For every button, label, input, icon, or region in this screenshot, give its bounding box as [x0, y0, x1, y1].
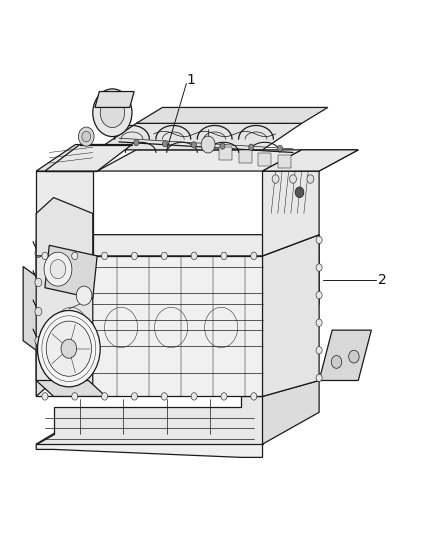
Circle shape	[221, 393, 227, 400]
Polygon shape	[36, 397, 262, 444]
Polygon shape	[97, 123, 302, 150]
Polygon shape	[262, 235, 319, 397]
Polygon shape	[45, 245, 97, 298]
Circle shape	[76, 286, 92, 305]
Polygon shape	[45, 144, 132, 171]
Polygon shape	[95, 92, 134, 108]
Circle shape	[331, 356, 342, 368]
Text: 1: 1	[186, 73, 195, 87]
Polygon shape	[36, 240, 93, 397]
Polygon shape	[262, 171, 319, 256]
Circle shape	[307, 175, 314, 183]
Circle shape	[35, 336, 42, 345]
Polygon shape	[278, 155, 291, 168]
Circle shape	[35, 308, 42, 316]
Polygon shape	[136, 108, 328, 123]
Circle shape	[78, 127, 94, 146]
Circle shape	[82, 131, 91, 142]
Circle shape	[44, 252, 72, 286]
Polygon shape	[36, 144, 132, 171]
Circle shape	[316, 346, 322, 354]
Polygon shape	[23, 266, 45, 357]
Circle shape	[102, 252, 108, 260]
Polygon shape	[36, 256, 262, 397]
Circle shape	[131, 393, 138, 400]
Circle shape	[72, 393, 78, 400]
Circle shape	[251, 252, 257, 260]
Circle shape	[349, 350, 359, 363]
Circle shape	[131, 252, 138, 260]
Circle shape	[35, 249, 42, 257]
Polygon shape	[262, 150, 358, 171]
Circle shape	[272, 175, 279, 183]
Circle shape	[38, 311, 100, 387]
Circle shape	[42, 393, 48, 400]
Polygon shape	[36, 381, 106, 397]
Polygon shape	[219, 147, 232, 160]
Circle shape	[191, 142, 196, 148]
Circle shape	[295, 187, 304, 198]
Circle shape	[277, 145, 283, 151]
Circle shape	[161, 252, 167, 260]
Circle shape	[316, 292, 322, 299]
Circle shape	[290, 175, 297, 183]
Circle shape	[220, 143, 225, 149]
Text: 2: 2	[378, 273, 387, 287]
Polygon shape	[319, 330, 371, 381]
Circle shape	[72, 252, 78, 260]
Circle shape	[221, 252, 227, 260]
Circle shape	[61, 339, 77, 358]
Polygon shape	[36, 171, 93, 256]
Polygon shape	[36, 198, 93, 256]
Circle shape	[162, 141, 168, 147]
Circle shape	[35, 278, 42, 287]
Polygon shape	[262, 150, 358, 171]
Polygon shape	[97, 150, 302, 171]
Circle shape	[201, 136, 215, 153]
Circle shape	[316, 264, 322, 271]
Circle shape	[191, 252, 197, 260]
Polygon shape	[36, 235, 319, 256]
Circle shape	[249, 144, 254, 150]
Circle shape	[42, 252, 48, 260]
Circle shape	[161, 393, 167, 400]
Circle shape	[316, 374, 322, 382]
Circle shape	[46, 321, 92, 376]
Circle shape	[134, 140, 139, 146]
Polygon shape	[262, 381, 319, 444]
Circle shape	[251, 393, 257, 400]
Polygon shape	[239, 150, 252, 163]
Polygon shape	[258, 152, 271, 166]
Circle shape	[93, 89, 132, 136]
Circle shape	[316, 236, 322, 244]
Circle shape	[50, 260, 66, 279]
Polygon shape	[36, 433, 262, 457]
Circle shape	[100, 98, 124, 127]
Polygon shape	[36, 240, 53, 397]
Circle shape	[316, 319, 322, 326]
Circle shape	[191, 393, 197, 400]
Circle shape	[102, 393, 108, 400]
